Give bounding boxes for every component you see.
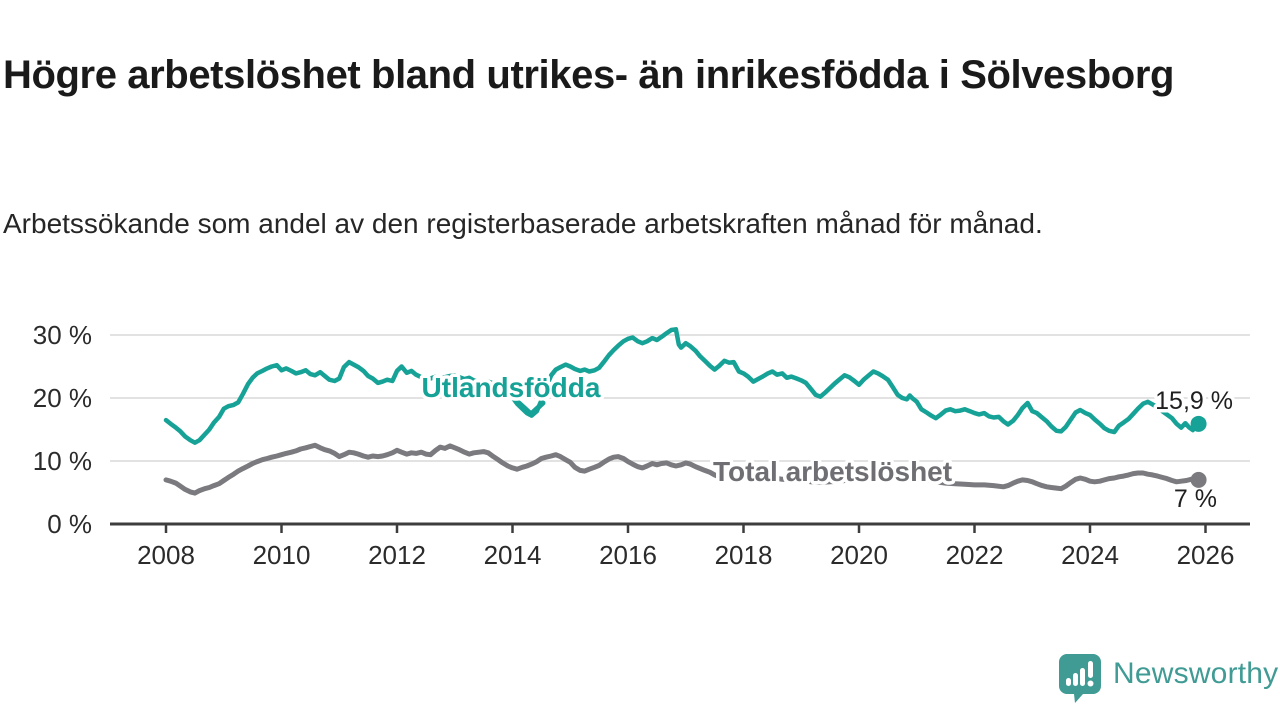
x-tick-label: 2010	[253, 540, 311, 570]
x-tick-label: 2020	[830, 540, 888, 570]
y-tick-label: 0 %	[47, 509, 92, 539]
end-value-label: 7 %	[1174, 485, 1217, 513]
x-tick-label: 2014	[484, 540, 542, 570]
bar-chart-speech-bubble-icon	[1059, 654, 1101, 703]
y-tick-label: 20 %	[33, 383, 92, 413]
newsworthy-brand: Newsworthy	[1057, 650, 1278, 706]
series-label: Utlandsfödda	[422, 372, 601, 403]
label-arrow-down-icon	[516, 400, 546, 417]
x-tick-label: 2018	[715, 540, 773, 570]
x-tick-label: 2022	[946, 540, 1004, 570]
y-tick-label: 30 %	[33, 320, 92, 350]
x-tick-label: 2008	[137, 540, 195, 570]
series-end-dot-utlandsfodda	[1190, 415, 1207, 432]
x-tick-label: 2024	[1061, 540, 1119, 570]
x-tick-label: 2016	[599, 540, 657, 570]
end-value-label: 15,9 %	[1155, 387, 1233, 415]
chart-title: Högre arbetslöshet bland utrikes- än inr…	[3, 52, 1175, 97]
series-line-total	[163, 442, 1202, 496]
newsworthy-wordmark: Newsworthy	[1113, 657, 1279, 690]
series-end-dot-total	[1190, 471, 1207, 488]
x-tick-label: 2026	[1177, 540, 1235, 570]
y-tick-label: 10 %	[33, 446, 92, 476]
series-line-utlandsfodda	[163, 327, 1201, 445]
x-tick-label: 2012	[368, 540, 426, 570]
chart-subtitle: Arbetssökande som andel av den registerb…	[3, 208, 1043, 239]
series-label: Total arbetslöshet	[713, 456, 952, 487]
